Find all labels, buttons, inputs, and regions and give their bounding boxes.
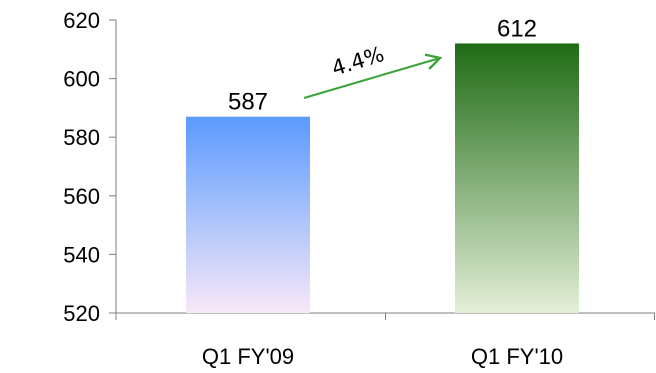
y-tick-label: 600 [63, 67, 100, 92]
bar-2 [455, 43, 579, 313]
y-tick-label: 520 [63, 301, 100, 326]
bar-value-label: 612 [497, 15, 537, 42]
x-axis: Q1 FY'09 Q1 FY'10 [115, 312, 655, 369]
data-labels-group: 587 612 [228, 15, 537, 115]
growth-annotation: 4.4% [303, 42, 443, 99]
growth-arrow-icon [303, 53, 443, 99]
y-axis: 520 540 560 580 600 620 [63, 8, 117, 326]
bar-1 [186, 116, 310, 313]
bars-group [186, 43, 579, 313]
y-tick-label: 560 [63, 184, 100, 209]
y-tick-label: 580 [63, 125, 100, 150]
bar-value-label: 587 [228, 89, 268, 116]
y-tick-label: 540 [63, 242, 100, 267]
growth-percent-label: 4.4% [329, 42, 387, 81]
x-category-label: Q1 FY'10 [471, 344, 563, 369]
x-category-label: Q1 FY'09 [202, 344, 294, 369]
y-tick-label: 620 [63, 8, 100, 33]
